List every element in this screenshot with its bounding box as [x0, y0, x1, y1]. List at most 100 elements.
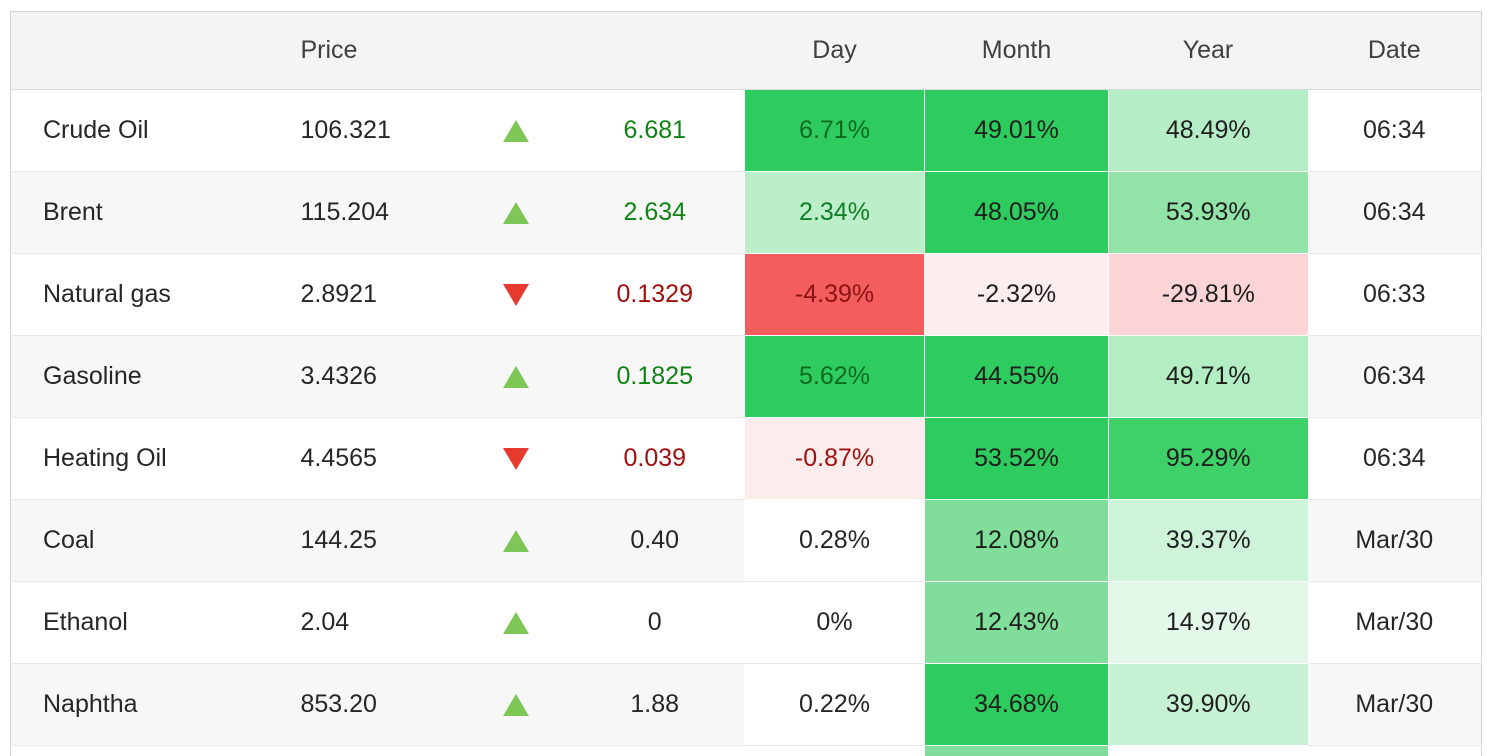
price-value: 2.8921 — [290, 253, 466, 336]
price-value: 853.20 — [290, 663, 466, 746]
month-percent-cell: 12.08% — [924, 499, 1109, 582]
date-value — [1307, 745, 1482, 756]
month-percent-cell: 44.55% — [924, 335, 1109, 418]
change-direction-cell — [465, 663, 566, 746]
day-percent-cell: 0% — [744, 581, 925, 664]
day-percent-cell: 2.34% — [744, 171, 925, 254]
month-percent-cell: 53.52% — [924, 417, 1109, 500]
year-percent-cell: 39.37% — [1108, 499, 1308, 582]
month-percent-cell: 49.01% — [924, 89, 1109, 172]
price-value: 106.321 — [290, 89, 466, 172]
commodity-name[interactable]: Ethanol — [10, 581, 291, 664]
table-header-row: Price Day Month Year Date — [10, 11, 1482, 90]
change-value: 0.039 — [565, 417, 745, 500]
date-value: 06:34 — [1307, 171, 1482, 254]
commodity-name[interactable]: Gasoline — [10, 335, 291, 418]
change-direction-cell — [465, 171, 566, 254]
price-value: 2.04 — [290, 581, 466, 664]
change-direction-cell — [465, 417, 566, 500]
commodity-name[interactable]: Brent — [10, 171, 291, 254]
date-value: Mar/30 — [1307, 499, 1482, 582]
year-percent-cell: 48.49% — [1108, 89, 1308, 172]
change-value: 0 — [565, 581, 745, 664]
year-percent-cell: 39.90% — [1108, 663, 1308, 746]
commodities-table: Price Day Month Year Date Crude Oil 106.… — [10, 11, 1482, 756]
commodity-name[interactable]: Heating Oil — [10, 417, 291, 500]
table-row — [10, 745, 1482, 756]
change-direction-cell — [465, 581, 566, 664]
day-percent-cell: 6.71% — [744, 89, 925, 172]
month-percent-cell: 48.05% — [924, 171, 1109, 254]
table-row: Ethanol 2.04 0 0% 12.43% 14.97% Mar/30 — [10, 581, 1482, 664]
table-row: Brent 115.204 2.634 2.34% 48.05% 53.93% … — [10, 171, 1482, 254]
day-percent-cell: -0.87% — [744, 417, 925, 500]
header-month: Month — [924, 11, 1109, 90]
table-row: Crude Oil 106.321 6.681 6.71% 49.01% 48.… — [10, 89, 1482, 172]
change-direction-cell — [465, 745, 566, 756]
header-name — [10, 11, 291, 90]
change-value: 1.88 — [565, 663, 745, 746]
change-direction-cell — [465, 499, 566, 582]
header-year: Year — [1108, 11, 1308, 90]
commodity-name[interactable] — [10, 745, 291, 756]
up-arrow-icon — [502, 530, 529, 553]
header-date: Date — [1307, 11, 1482, 90]
price-value: 4.4565 — [290, 417, 466, 500]
table-row: Natural gas 2.8921 0.1329 -4.39% -2.32% … — [10, 253, 1482, 336]
date-value: Mar/30 — [1307, 581, 1482, 664]
day-percent-cell: 0.28% — [744, 499, 925, 582]
change-value: 2.634 — [565, 171, 745, 254]
header-day: Day — [744, 11, 925, 90]
header-arrow-spacer — [465, 11, 566, 90]
down-arrow-icon — [502, 284, 529, 307]
day-percent-cell: -4.39% — [744, 253, 925, 336]
header-price: Price — [290, 11, 466, 90]
date-value: 06:34 — [1307, 335, 1482, 418]
price-value: 3.4326 — [290, 335, 466, 418]
day-percent-cell — [744, 745, 925, 756]
price-value: 115.204 — [290, 171, 466, 254]
table-row: Heating Oil 4.4565 0.039 -0.87% 53.52% 9… — [10, 417, 1482, 500]
price-value: 144.25 — [290, 499, 466, 582]
change-direction-cell — [465, 89, 566, 172]
month-percent-cell: 12.43% — [924, 581, 1109, 664]
day-percent-cell: 5.62% — [744, 335, 925, 418]
month-percent-cell: -2.32% — [924, 253, 1109, 336]
price-value — [290, 745, 466, 756]
header-change-spacer — [565, 11, 745, 90]
change-value: 0.1825 — [565, 335, 745, 418]
change-value — [565, 745, 745, 756]
month-percent-cell: 34.68% — [924, 663, 1109, 746]
up-arrow-icon — [502, 202, 529, 225]
table-row: Naphtha 853.20 1.88 0.22% 34.68% 39.90% … — [10, 663, 1482, 746]
up-arrow-icon — [502, 694, 529, 717]
commodity-name[interactable]: Crude Oil — [10, 89, 291, 172]
down-arrow-icon — [502, 448, 529, 471]
table-row: Gasoline 3.4326 0.1825 5.62% 44.55% 49.7… — [10, 335, 1482, 418]
year-percent-cell: 49.71% — [1108, 335, 1308, 418]
commodity-name[interactable]: Natural gas — [10, 253, 291, 336]
year-percent-cell: 14.97% — [1108, 581, 1308, 664]
year-percent-cell: 95.29% — [1108, 417, 1308, 500]
date-value: 06:34 — [1307, 417, 1482, 500]
year-percent-cell: -29.81% — [1108, 253, 1308, 336]
commodity-name[interactable]: Naphtha — [10, 663, 291, 746]
date-value: 06:34 — [1307, 89, 1482, 172]
up-arrow-icon — [502, 612, 529, 635]
up-arrow-icon — [502, 366, 529, 389]
change-value: 6.681 — [565, 89, 745, 172]
change-direction-cell — [465, 335, 566, 418]
date-value: Mar/30 — [1307, 663, 1482, 746]
change-value: 0.40 — [565, 499, 745, 582]
month-percent-cell — [924, 745, 1109, 756]
change-direction-cell — [465, 253, 566, 336]
table-row: Coal 144.25 0.40 0.28% 12.08% 39.37% Mar… — [10, 499, 1482, 582]
up-arrow-icon — [502, 120, 529, 143]
commodity-name[interactable]: Coal — [10, 499, 291, 582]
day-percent-cell: 0.22% — [744, 663, 925, 746]
year-percent-cell — [1108, 745, 1308, 756]
year-percent-cell: 53.93% — [1108, 171, 1308, 254]
change-value: 0.1329 — [565, 253, 745, 336]
date-value: 06:33 — [1307, 253, 1482, 336]
